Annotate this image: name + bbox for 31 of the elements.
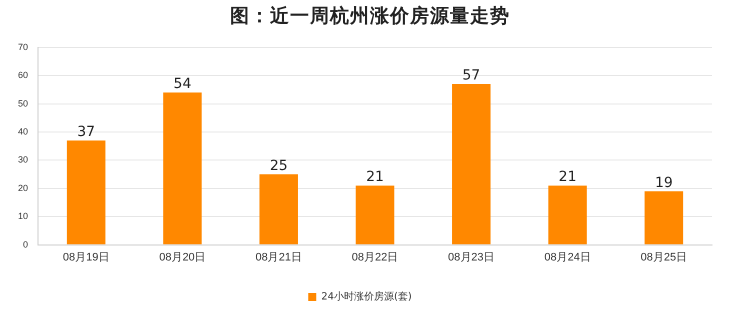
- legend-label: 24小时涨价房源(套): [321, 290, 412, 303]
- data-label: 25: [270, 158, 288, 174]
- data-label: 57: [462, 68, 480, 84]
- y-tick-label: 40: [18, 126, 28, 136]
- bar: [259, 174, 298, 244]
- x-tick-label: 08月21日: [255, 251, 302, 264]
- data-label: 19: [654, 174, 673, 191]
- bar: [163, 92, 202, 244]
- y-tick-label: 50: [18, 98, 28, 108]
- data-label: 37: [77, 124, 96, 140]
- x-tick-label: 08月24日: [544, 251, 591, 264]
- chart-title: 图：近一周杭州涨价房源量走势: [229, 4, 511, 29]
- y-tick-label: 70: [18, 42, 28, 52]
- bar: [548, 186, 587, 244]
- y-tick-label: 20: [18, 182, 28, 193]
- x-tick-label: 08月20日: [159, 251, 206, 264]
- data-label: 21: [366, 169, 384, 186]
- x-tick-label: 08月23日: [448, 251, 495, 264]
- bar: [452, 84, 491, 244]
- bar: [66, 140, 106, 244]
- y-tick-label: 30: [18, 154, 28, 165]
- y-tick-label: 10: [18, 211, 28, 222]
- y-tick-label: 60: [18, 70, 28, 80]
- bar: [356, 186, 394, 244]
- bar: [644, 191, 684, 244]
- data-label: 21: [558, 169, 576, 186]
- x-tick-label: 08月25日: [640, 251, 688, 264]
- data-label: 54: [174, 76, 192, 92]
- x-tick-label: 08月19日: [62, 251, 110, 264]
- y-tick-label: 0: [22, 239, 28, 250]
- x-tick-label: 08月22日: [352, 251, 398, 264]
